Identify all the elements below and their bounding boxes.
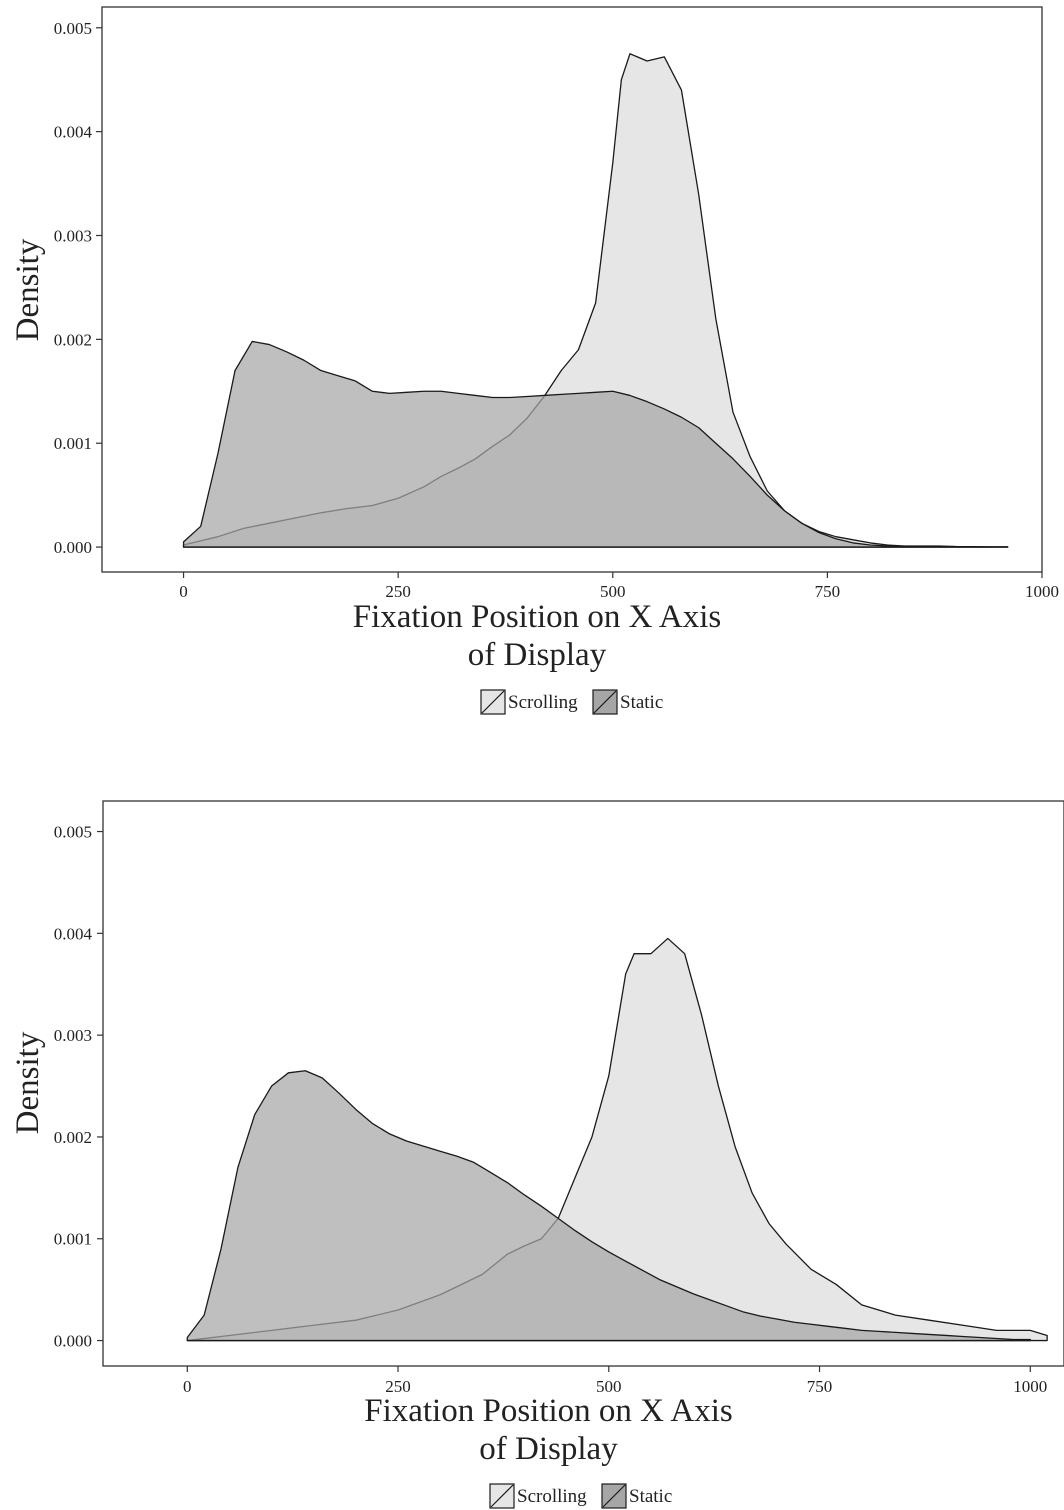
- y-axis-title: Density: [10, 238, 46, 341]
- x-tick-label: 750: [807, 1377, 833, 1396]
- y-tick-label: 0.001: [54, 434, 92, 453]
- legend-label-scrolling: Scrolling: [517, 1486, 587, 1507]
- legend-label-static: Static: [620, 692, 663, 713]
- density-chart-bottom: 0 250 500 750 1000 0.000 0.001 0.002 0.003 0.004 0…: [10, 800, 1064, 1509]
- legend-key-slash: [602, 1484, 626, 1508]
- legend-key-slash: [593, 690, 617, 714]
- y-tick-label: 0.002: [54, 330, 92, 349]
- y-tick-label: 0.003: [54, 226, 92, 245]
- y-tick-label: 0.002: [54, 1128, 92, 1147]
- density-area-static: [182, 340, 1009, 548]
- density-area-static: [186, 1070, 1031, 1342]
- x-tick-label: 250: [385, 1377, 411, 1396]
- y-axis-title: Density: [10, 1031, 46, 1134]
- x-tick-label: 1000: [1013, 1377, 1047, 1396]
- x-axis-title-line2: of Display: [468, 637, 607, 673]
- x-axis-title: Fixation Position on X Axis: [364, 1393, 733, 1429]
- plot-area: [186, 937, 1048, 1342]
- x-tick-label: 250: [385, 582, 411, 601]
- y-tick-label: 0.001: [54, 1230, 92, 1249]
- x-tick-label: 500: [596, 1377, 622, 1396]
- legend-key-slash: [481, 690, 505, 714]
- x-axis-title: Fixation Position on X Axis: [353, 599, 722, 635]
- y-tick-label: 0.000: [54, 538, 92, 557]
- y-tick-label: 0.003: [54, 1026, 92, 1045]
- density-chart-top: 0 250 500 750 1000 0.000 0.001 0.002 0.003 0.004 0…: [10, 6, 1059, 715]
- x-tick-label: 750: [815, 582, 841, 601]
- y-tick-label: 0.004: [54, 123, 93, 142]
- legend: Scrolling Static: [480, 689, 663, 715]
- x-axis-title-line2: of Display: [479, 1431, 618, 1467]
- legend-label-scrolling: Scrolling: [508, 692, 578, 713]
- x-tick-label: 0: [183, 1377, 192, 1396]
- legend-key-slash: [490, 1484, 514, 1508]
- plot-frame: [101, 6, 1043, 573]
- y-tick-label: 0.000: [54, 1332, 92, 1351]
- legend: Scrolling Static: [489, 1483, 672, 1509]
- plot-frame: [102, 800, 1064, 1367]
- legend-label-static: Static: [629, 1486, 672, 1507]
- y-tick-label: 0.005: [54, 823, 92, 842]
- y-tick-label: 0.004: [54, 924, 93, 943]
- y-tick-label: 0.005: [54, 19, 92, 38]
- plot-area: [182, 53, 1009, 548]
- x-tick-label: 0: [179, 582, 188, 601]
- x-tick-label: 500: [600, 582, 626, 601]
- x-tick-label: 1000: [1025, 582, 1059, 601]
